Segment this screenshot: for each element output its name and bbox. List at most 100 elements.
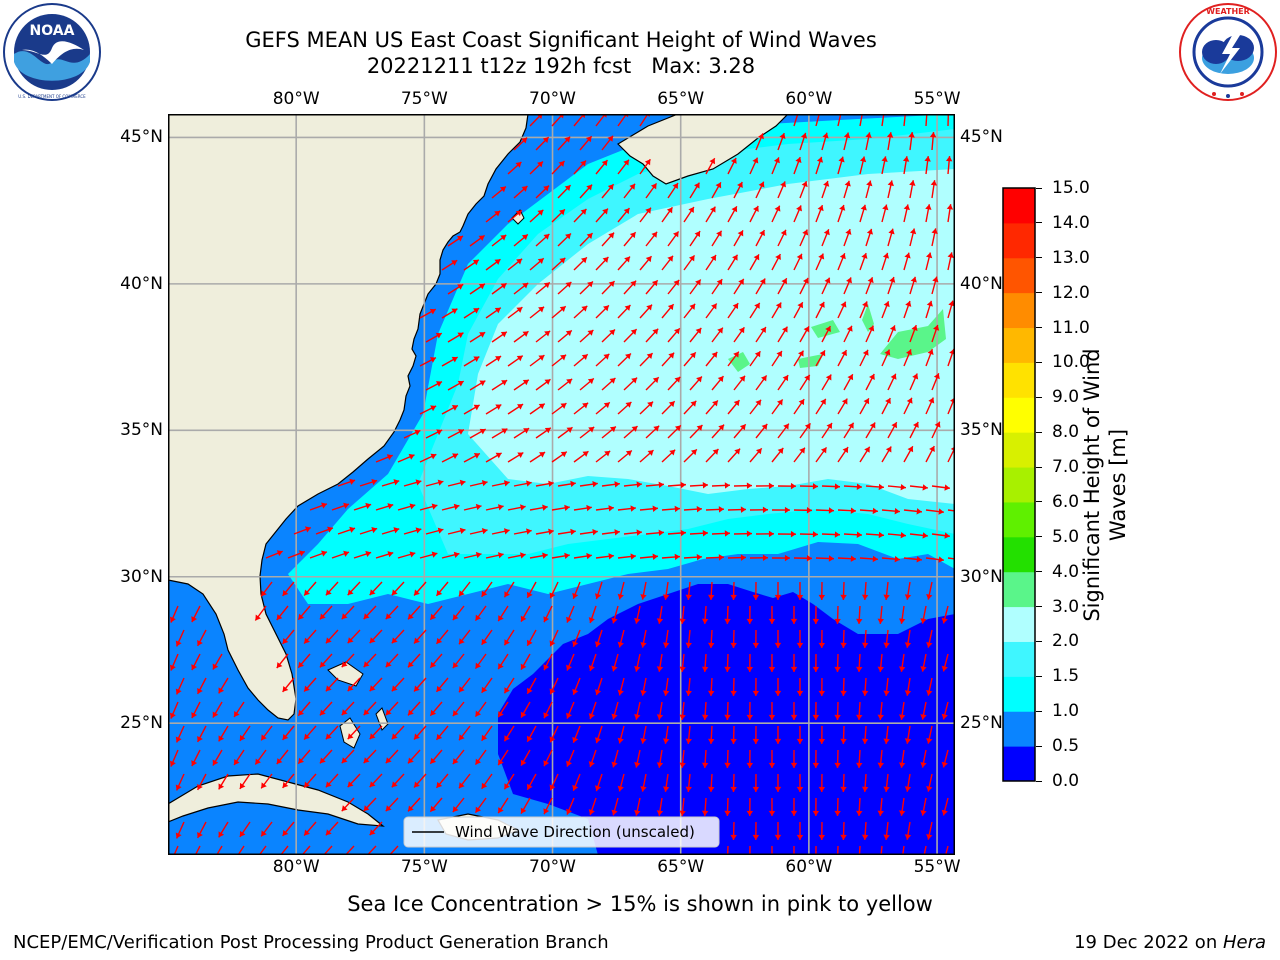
colorbar-tick-label: 10.0 [1052, 352, 1090, 373]
wave-arrow-head [543, 664, 550, 671]
wave-arrow-head [261, 782, 267, 789]
wave-arrow-head [689, 303, 696, 310]
wave-arrow-head [861, 594, 869, 600]
wave-arrow-head [437, 527, 444, 534]
wave-arrow-head [801, 181, 808, 188]
wave-arrow-head [884, 349, 891, 356]
wave-arrow-head [457, 284, 464, 290]
wave-arrow-head [690, 449, 697, 456]
wave-arrow-head [436, 685, 443, 692]
wave-arrow-head [564, 504, 570, 512]
wave-arrow-head [685, 738, 692, 744]
axis-tick-label: 80°W [272, 857, 320, 877]
wave-arrow-head [715, 182, 722, 189]
wave-arrow-head [877, 618, 884, 624]
colorbar-tick-mark [1036, 396, 1042, 398]
wave-arrow-head [495, 452, 502, 459]
wave-arrow-head [175, 640, 182, 647]
wave-arrow-head [640, 786, 647, 792]
wave-arrow-head [543, 233, 550, 240]
wave-arrow-head [861, 253, 868, 259]
wave-arrow-head [282, 829, 289, 836]
wave-arrow-head [602, 256, 609, 263]
wave-arrow-head [696, 553, 702, 561]
wave-arrow-head [473, 453, 480, 459]
wave-arrow-head [542, 552, 548, 559]
wave-arrow-head [800, 132, 808, 139]
wave-arrow-head [933, 373, 940, 380]
wave-arrow-head [475, 710, 482, 717]
wave-arrow-head [818, 738, 826, 744]
wave-arrow-head [631, 426, 638, 432]
wave-arrow-head [602, 208, 608, 215]
wave-arrow-head [734, 448, 741, 455]
land-bahamas-2 [339, 717, 361, 749]
wave-arrow-head [475, 662, 482, 669]
wave-arrow-head [882, 204, 889, 211]
wave-arrow-head [673, 328, 680, 335]
wave-arrow-head [521, 137, 528, 144]
wave-arrow-head [538, 355, 545, 361]
wave-arrow-head [651, 280, 658, 287]
wave-arrow-head [580, 208, 587, 215]
wave-arrow-head [878, 531, 884, 539]
wave-arrow-head [804, 423, 811, 430]
wave-arrow-head [838, 156, 845, 163]
wave-arrow-head [688, 255, 695, 262]
colorbar-tick-label: 9.0 [1052, 387, 1080, 408]
axis-tick-label: 70°W [529, 89, 576, 109]
wave-arrow-head [861, 642, 869, 648]
wave-arrow [793, 114, 799, 127]
wave-arrow-head [695, 279, 701, 286]
wave-arrow-head [611, 761, 618, 768]
wave-arrow-head [724, 618, 731, 624]
wave-arrow-head [646, 304, 653, 311]
wave-arrow-head [803, 326, 810, 333]
colorbar-tick-mark [1036, 745, 1042, 747]
wave-arrow-head [481, 590, 488, 597]
wave-arrow-head [944, 484, 950, 491]
wave-arrow-head [926, 833, 933, 840]
wave-arrow-head [234, 759, 240, 766]
wave-arrow-head [887, 180, 894, 187]
wave-arrow-head [656, 714, 664, 720]
wave-arrow-head [363, 805, 370, 812]
wave-arrow-head [732, 303, 739, 310]
wave-arrow-head [866, 180, 873, 187]
wave-arrow-head [343, 550, 350, 557]
wave-arrow-head [775, 302, 782, 309]
wave-arrow-head [435, 381, 442, 387]
wave-arrow-head [497, 552, 504, 559]
axis-tick-label: 45°N [960, 127, 1003, 148]
wave-arrow-head [494, 307, 501, 314]
wave-arrow-head [798, 350, 804, 357]
wave-arrow-head [566, 427, 573, 433]
wave-arrow-head [276, 614, 283, 621]
wave-arrow-head [239, 734, 246, 741]
wave-arrow-head [414, 637, 420, 644]
wave-arrow-head [543, 616, 550, 623]
wave-arrow-head [755, 399, 762, 406]
wave-arrow-head [521, 186, 528, 192]
wave-arrow-head [452, 662, 459, 669]
wave-arrow-head [759, 278, 766, 285]
legend-label: Wind Wave Direction (unscaled) [455, 823, 695, 841]
wave-arrow-head [717, 376, 724, 383]
wave-arrow-head [624, 305, 631, 311]
wave-arrow-head [941, 617, 948, 624]
wave-arrow-head [640, 642, 647, 648]
wave-arrow-head [883, 301, 890, 308]
wave-arrow-head [840, 738, 847, 744]
wave-arrow-head [325, 733, 332, 740]
wave-arrow-head [823, 180, 830, 187]
wave-arrow-head [856, 531, 862, 538]
colorbar-tick-mark [1036, 257, 1042, 259]
wave-arrow [947, 557, 955, 560]
wave-arrow-head [304, 526, 311, 533]
wave-arrow-head [790, 666, 798, 672]
wave-arrow-head [431, 503, 438, 510]
wave-arrow-head [839, 204, 846, 211]
wave-arrow-head [733, 351, 739, 358]
wave-arrow-head [430, 805, 437, 812]
wave-arrow-head [566, 760, 572, 767]
